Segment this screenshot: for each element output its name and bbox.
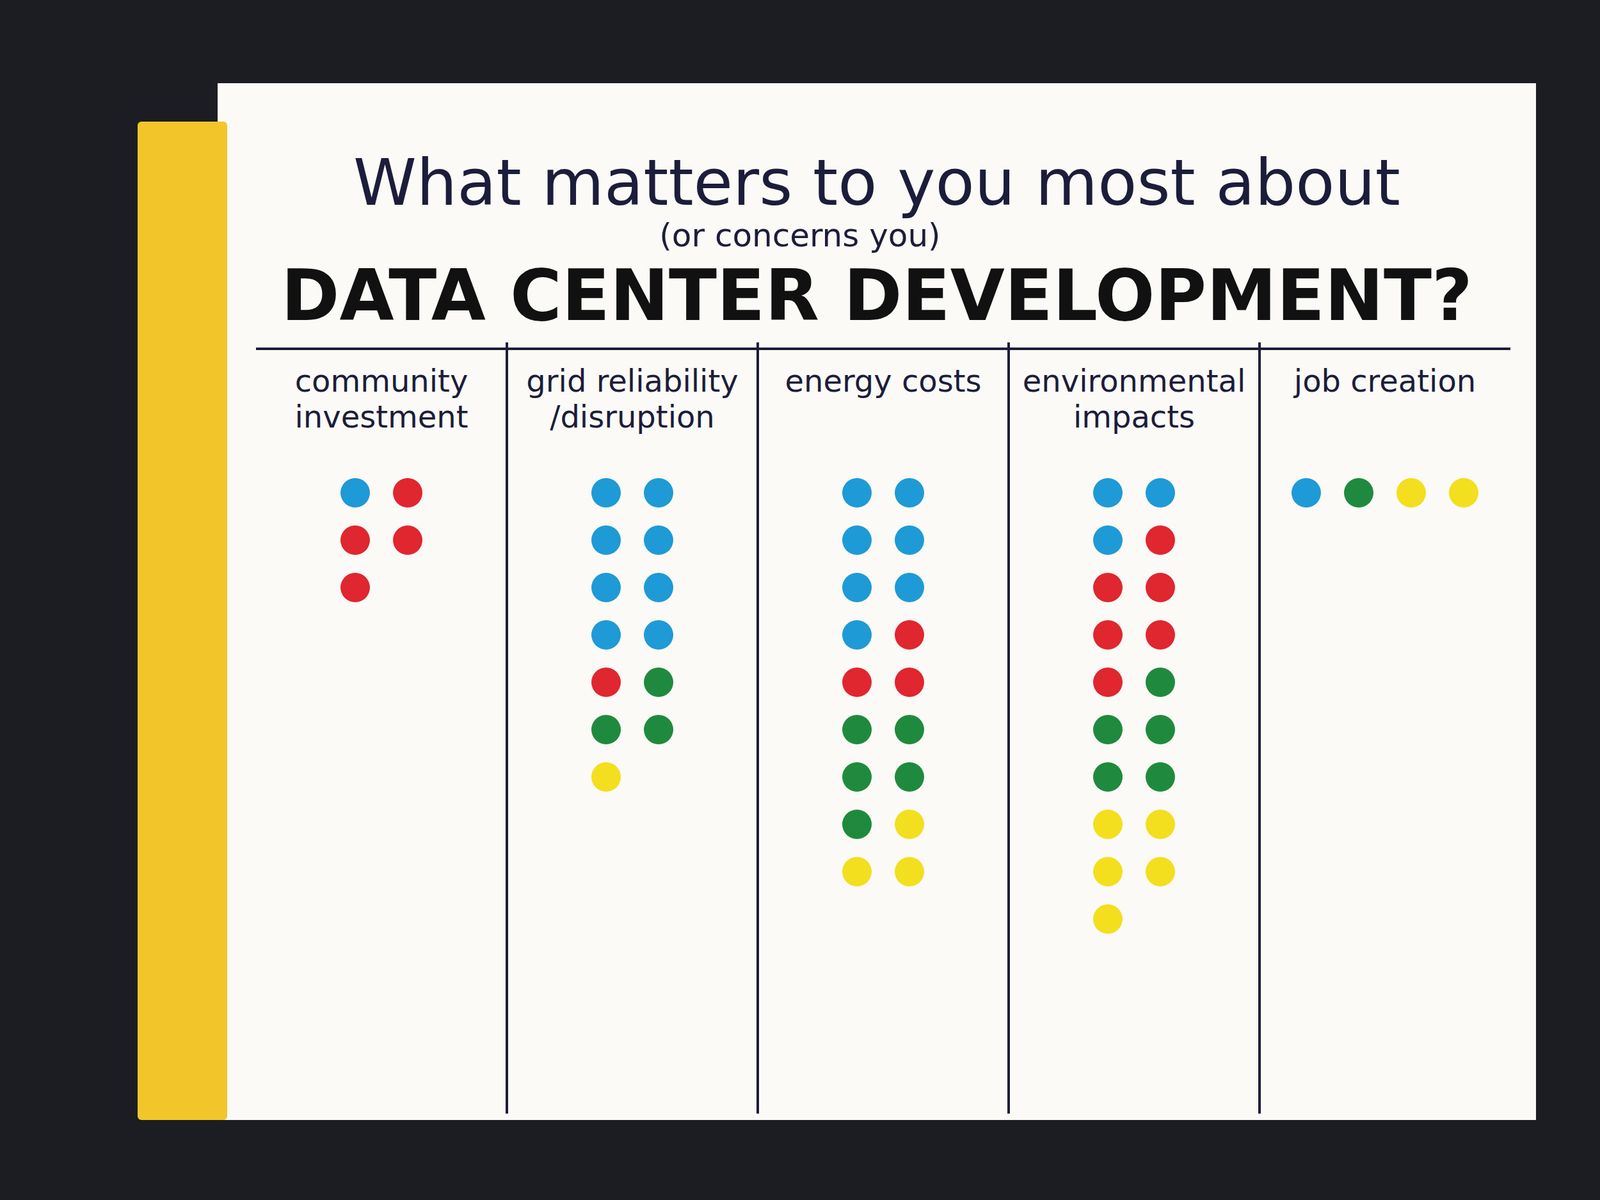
vote-dot <box>392 478 423 508</box>
vote-dot <box>1344 478 1374 508</box>
vote-dot <box>1145 478 1176 508</box>
vote-dot <box>842 525 872 555</box>
vote-dot <box>591 762 621 792</box>
vote-dot <box>842 809 872 840</box>
vote-dot <box>842 478 872 508</box>
vote-dot <box>1145 856 1176 887</box>
vote-dot <box>894 714 925 745</box>
vote-dot <box>643 714 674 745</box>
vote-dot <box>894 525 925 555</box>
column-divider <box>756 342 760 1114</box>
dots <box>340 478 1479 934</box>
column-divider <box>1007 342 1010 1114</box>
column-divider <box>505 342 509 1114</box>
vote-dot <box>1093 809 1123 840</box>
vote-dot <box>643 572 674 603</box>
vote-dot <box>1291 478 1321 508</box>
paper <box>217 83 1536 1120</box>
vote-dot <box>591 620 621 650</box>
vote-dot <box>1145 809 1176 840</box>
vote-dot <box>1093 525 1123 555</box>
vote-dot <box>842 856 872 887</box>
vote-dot <box>842 762 872 792</box>
vote-dot <box>1093 714 1123 745</box>
vote-dot <box>1093 667 1123 697</box>
vote-dot <box>894 572 925 603</box>
category-label: grid reliability/disruption <box>526 362 738 435</box>
vote-dot <box>591 714 621 745</box>
category-label: job creation <box>1293 362 1476 399</box>
vote-dot <box>1093 572 1123 603</box>
vote-dot <box>340 478 370 508</box>
vote-dot <box>894 856 925 887</box>
background <box>0 0 1600 1200</box>
vote-dot <box>392 525 423 555</box>
vote-dot <box>1145 762 1176 792</box>
vote-dot <box>894 478 925 508</box>
pad-binding <box>137 121 228 1120</box>
category-label: energy costs <box>784 362 982 399</box>
header-rule <box>256 347 1511 351</box>
vote-dot <box>340 525 370 555</box>
vote-dot <box>1448 478 1479 508</box>
vote-dot <box>643 620 674 650</box>
vote-dot <box>894 667 925 697</box>
annotation: (or concerns you) <box>659 216 941 255</box>
vote-dot <box>1396 478 1426 508</box>
vote-dot <box>1145 572 1176 603</box>
vote-dot <box>591 667 621 697</box>
vote-dot <box>1145 667 1176 697</box>
vote-dot <box>1093 620 1123 650</box>
vote-dot <box>1145 525 1176 555</box>
vote-dot <box>591 525 621 555</box>
vote-dot <box>1093 856 1123 887</box>
vote-dot <box>1145 620 1176 650</box>
vote-dot <box>1093 904 1123 934</box>
category-label: communityinvestment <box>294 362 468 435</box>
vote-dot <box>1093 762 1123 792</box>
vote-dot <box>894 762 925 792</box>
vote-dot <box>643 478 674 508</box>
poster: What matters to you most about(or concer… <box>0 0 1600 1200</box>
category-label: environmentalimpacts <box>1022 362 1246 435</box>
vote-dot <box>591 478 621 508</box>
vote-dot <box>1145 714 1176 745</box>
vote-dot <box>591 572 621 603</box>
vote-dot <box>842 667 872 697</box>
vote-dot <box>894 809 925 840</box>
vote-dot <box>643 667 674 697</box>
vote-dot <box>340 572 370 603</box>
vote-dot <box>842 620 872 650</box>
vote-dot <box>842 714 872 745</box>
vote-dot <box>894 620 925 650</box>
vote-dot <box>643 525 674 555</box>
vote-dot <box>842 572 872 603</box>
subtitle: DATA CENTER DEVELOPMENT? <box>280 254 1472 337</box>
vote-dot <box>1093 478 1123 508</box>
column-divider <box>1258 342 1261 1114</box>
title: What matters to you most about <box>353 145 1401 221</box>
